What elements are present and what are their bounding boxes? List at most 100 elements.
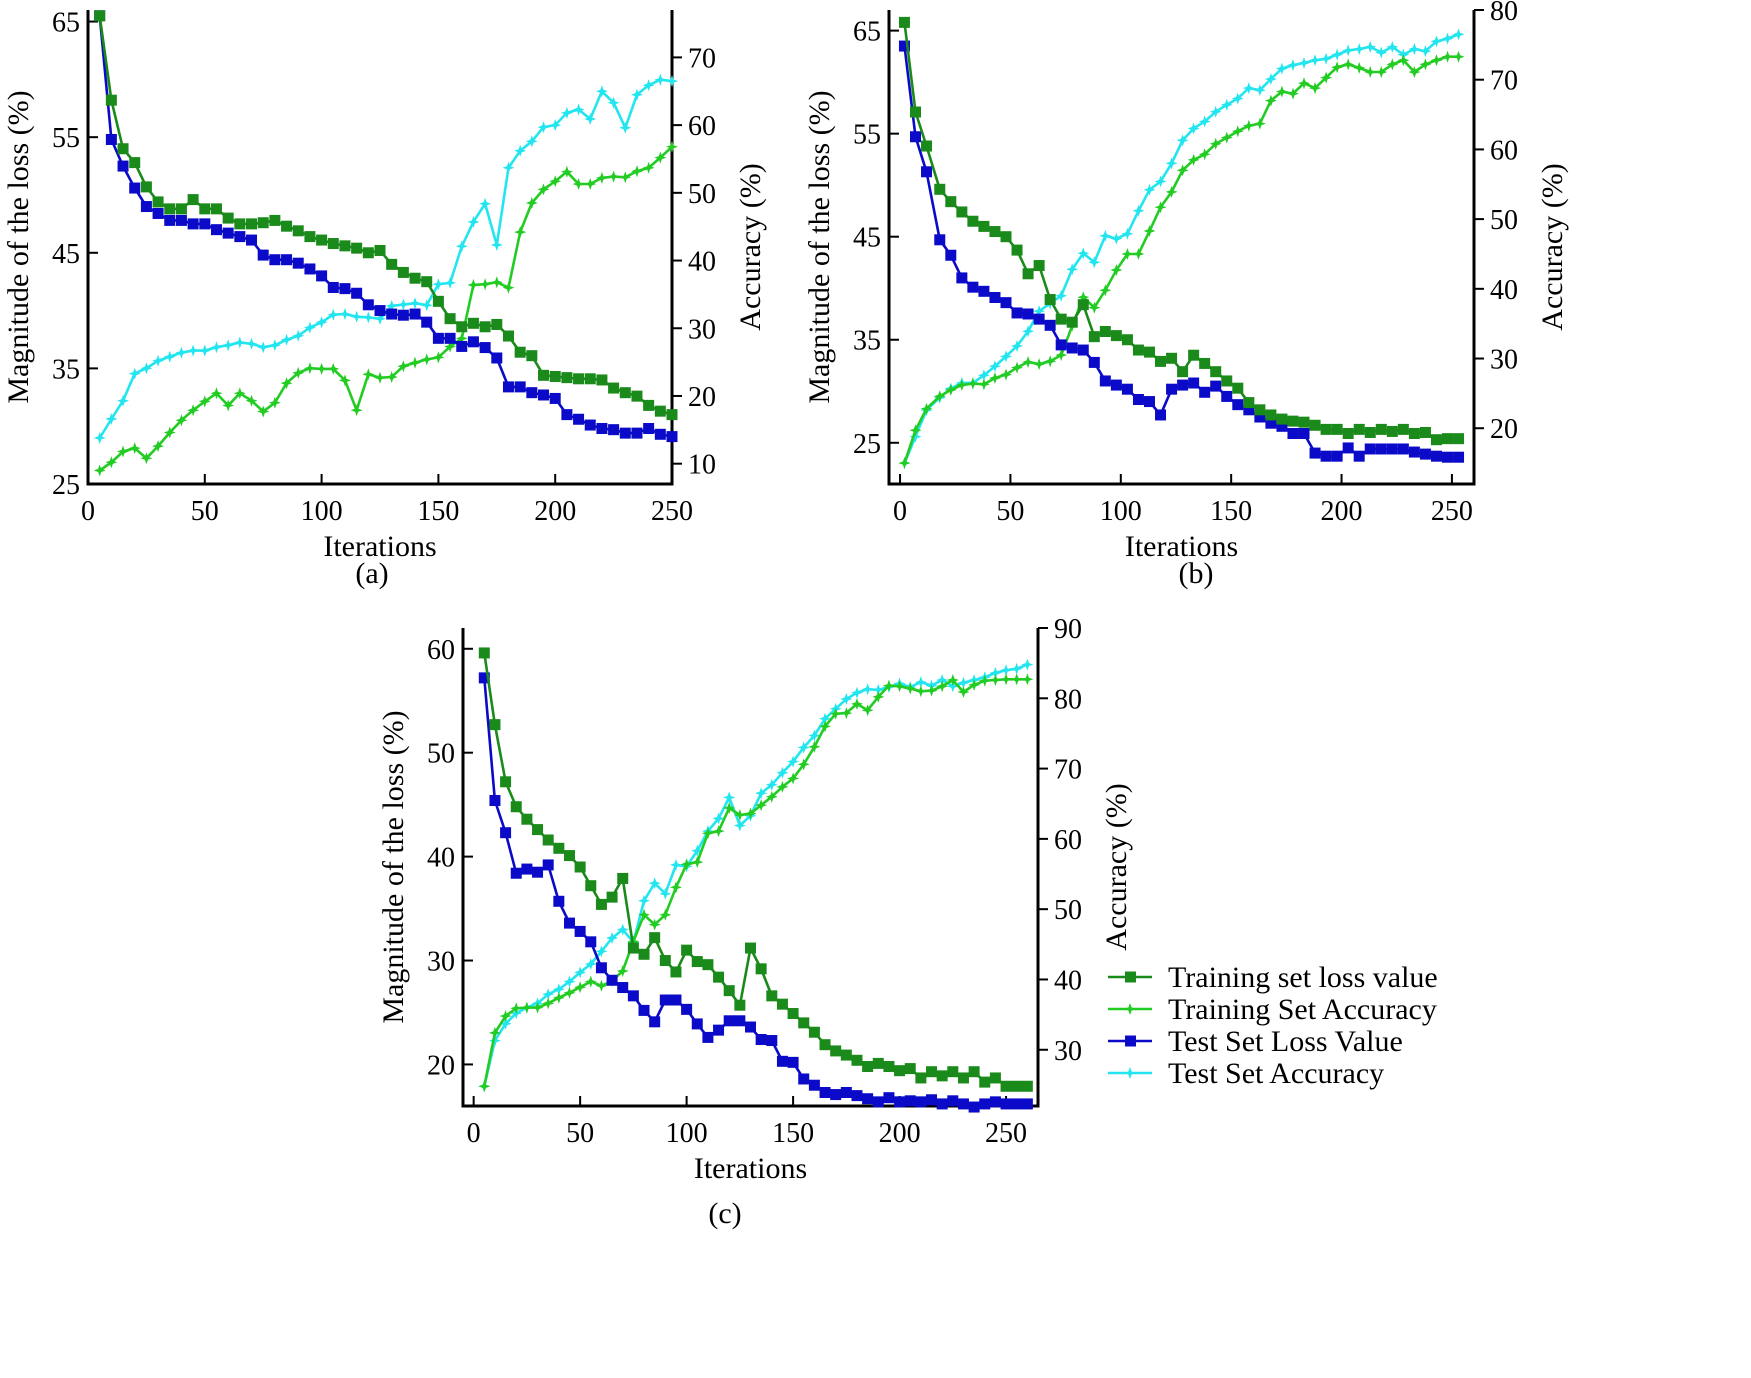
data-point [755,963,767,975]
data-point [1364,443,1376,455]
data-point [281,254,293,266]
data-point [925,684,938,697]
data-point [883,1092,895,1104]
data-point [638,1004,650,1016]
data-point [304,263,316,275]
data-point [926,1066,938,1078]
series-line [903,45,1459,459]
data-point [339,308,351,320]
data-point [851,686,863,699]
data-point [840,707,853,720]
data-point [1320,52,1333,65]
data-point [350,310,363,323]
data-point [627,990,639,1002]
data-point [670,994,682,1006]
data-point [500,776,512,788]
star-marker-icon [1124,1067,1136,1079]
data-point [1453,433,1465,445]
data-point [1011,340,1023,352]
data-point [531,1001,544,1014]
x-axis-title: Iterations [694,1152,807,1185]
x-tick-label: 50 [191,496,219,527]
data-point [1055,349,1068,361]
data-point [862,1093,874,1105]
data-point [619,427,631,439]
data-point [257,341,270,354]
data-point [1011,361,1023,374]
data-point [872,683,885,696]
data-point [574,861,586,873]
data-point [94,10,106,22]
data-point [246,234,258,246]
data-point [1441,50,1454,63]
data-point [292,329,305,342]
data-point [797,741,810,754]
data-point [872,1096,884,1108]
data-point [479,278,492,291]
data-point [1000,231,1012,243]
data-point [776,998,788,1010]
data-point [1210,366,1222,378]
data-point [222,212,234,224]
data-point [808,729,821,742]
data-point [1110,330,1122,342]
data-point [989,372,1001,384]
data-point [1452,50,1465,63]
data-point [956,272,968,284]
data-point [152,440,165,453]
data-point [303,321,316,334]
y-tick-label: 55 [853,120,881,151]
data-point [489,794,501,806]
data-point [921,166,933,178]
y2-tick-label: 90 [1054,614,1082,645]
data-point [830,1089,842,1101]
data-point [670,881,682,894]
data-point [164,214,176,226]
data-point [1419,426,1431,438]
data-point [1320,71,1333,84]
panel-label: (a) [355,557,388,590]
data-point [977,369,990,382]
data-point [898,16,910,28]
data-point [105,94,117,106]
data-point [968,1066,980,1078]
data-point [1000,350,1012,363]
data-point [882,679,895,692]
data-point [397,298,410,311]
data-point [1176,134,1189,147]
data-point [525,197,538,209]
data-point [631,390,643,402]
y2-tick-label: 60 [688,111,716,142]
y-tick-label: 35 [853,326,881,357]
data-point [1353,61,1366,74]
y-tick-label: 60 [427,635,455,666]
data-point [893,680,906,693]
data-point [1375,443,1387,455]
data-point [233,387,246,400]
data-point [723,985,735,997]
data-point [420,299,433,312]
data-point [830,1045,842,1057]
data-point [573,373,585,385]
data-point [553,842,565,854]
y2-tick-label: 50 [688,179,716,210]
data-point [1375,423,1387,435]
data-point [1320,450,1332,462]
data-point [140,452,153,465]
data-point [584,958,597,970]
data-point [978,285,990,297]
axes-frame [461,628,1040,1108]
data-point [1166,352,1178,364]
data-point [1022,325,1035,338]
y2-axis-title: Accuracy (%) [1536,163,1569,330]
data-point [1408,446,1420,458]
data-point [808,740,821,753]
data-point [532,824,544,836]
data-point [105,133,117,145]
data-point [1242,82,1255,95]
data-point [514,144,527,157]
x-tick-label: 50 [996,496,1024,527]
data-point [455,332,468,345]
data-point [627,942,639,954]
